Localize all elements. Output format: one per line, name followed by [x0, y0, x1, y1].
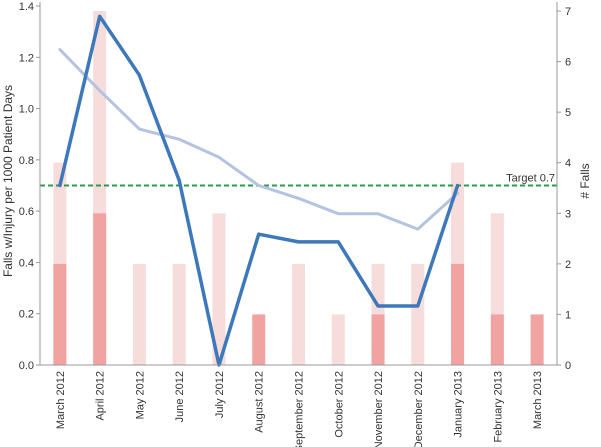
- x-tick-label: June 2012: [174, 371, 186, 422]
- lines-group: [58, 14, 460, 367]
- y-axis-right-title-group: # Falls: [578, 163, 592, 198]
- bar-january-2013: [451, 263, 465, 365]
- axes-group: [39, 2, 558, 366]
- target-group: Target 0.7: [40, 173, 557, 187]
- y-axis-left-title: Falls w/Injury per 1000 Patient Days: [1, 85, 15, 277]
- x-axis-ticks: March 2012 April 2012 May 2012 June 2012 Jul…: [55, 371, 544, 447]
- y-left-tick-label: 0.2: [19, 309, 34, 321]
- bar-june-2012: [172, 263, 186, 365]
- x-tick-label: August 2012: [254, 371, 266, 433]
- bar-february-2013: [490, 314, 504, 365]
- y-left-tick-label: 0.6: [19, 206, 34, 218]
- line-rolling-average: [58, 48, 460, 231]
- y-right-tick-label: 6: [565, 57, 571, 69]
- y-left-tick-label: 0.0: [19, 360, 34, 372]
- y-axis-right-title: # Falls: [578, 163, 592, 198]
- x-tick-label: March 2012: [55, 371, 67, 429]
- bar-august-2012: [252, 314, 266, 365]
- bar-march-2013: [530, 314, 544, 365]
- bar-may-2012: [132, 263, 146, 365]
- y-axis-left-title-group: Falls w/Injury per 1000 Patient Days: [1, 85, 15, 277]
- y-right-tick-label: 0: [565, 360, 571, 372]
- y-left-tick-label: 1.2: [19, 52, 34, 64]
- x-tick-label: May 2012: [134, 371, 146, 419]
- x-tick-label: March 2013: [532, 371, 544, 429]
- bar-november-2012: [371, 314, 385, 365]
- bar-october-2012: [331, 314, 345, 365]
- y-axis-right-ticks: 0 1 2 3 4 5 6 7: [557, 6, 571, 372]
- x-tick-label: January 2013: [453, 371, 465, 438]
- x-tick-label: October 2012: [333, 371, 345, 438]
- bar-march-2012: [53, 263, 67, 365]
- bar-april-2012: [93, 213, 107, 365]
- y-right-tick-label: 5: [565, 107, 571, 119]
- y-left-tick-label: 1.4: [19, 1, 34, 13]
- bar-july-2012: [212, 213, 226, 365]
- y-left-tick-label: 0.4: [19, 257, 34, 269]
- bar-december-2012: [411, 263, 425, 365]
- y-right-tick-label: 7: [565, 6, 571, 18]
- y-right-tick-label: 4: [565, 158, 571, 170]
- bars-total-falls: [53, 11, 504, 366]
- bars-falls-with-injury: [53, 213, 544, 365]
- x-tick-label: November 2012: [373, 371, 385, 447]
- y-axis-left-ticks: 0.0 0.2 0.4 0.6 0.8 1.0 1.2 1.4: [19, 1, 40, 372]
- x-tick-label: July 2012: [214, 371, 226, 418]
- y-left-tick-label: 1.0: [19, 104, 34, 116]
- y-right-tick-label: 3: [565, 208, 571, 220]
- bar-september-2012: [292, 263, 305, 365]
- y-right-tick-label: 1: [565, 309, 571, 321]
- x-tick-label: December 2012: [413, 371, 425, 447]
- y-right-tick-label: 2: [565, 259, 571, 271]
- line-falls-with-injury-rate: [58, 14, 460, 367]
- x-tick-label: February 2013: [492, 371, 504, 443]
- target-label: Target 0.7: [506, 173, 555, 185]
- y-left-tick-label: 0.8: [19, 155, 34, 167]
- x-tick-label: April 2012: [95, 371, 107, 421]
- x-tick-label: September 2012: [294, 371, 306, 447]
